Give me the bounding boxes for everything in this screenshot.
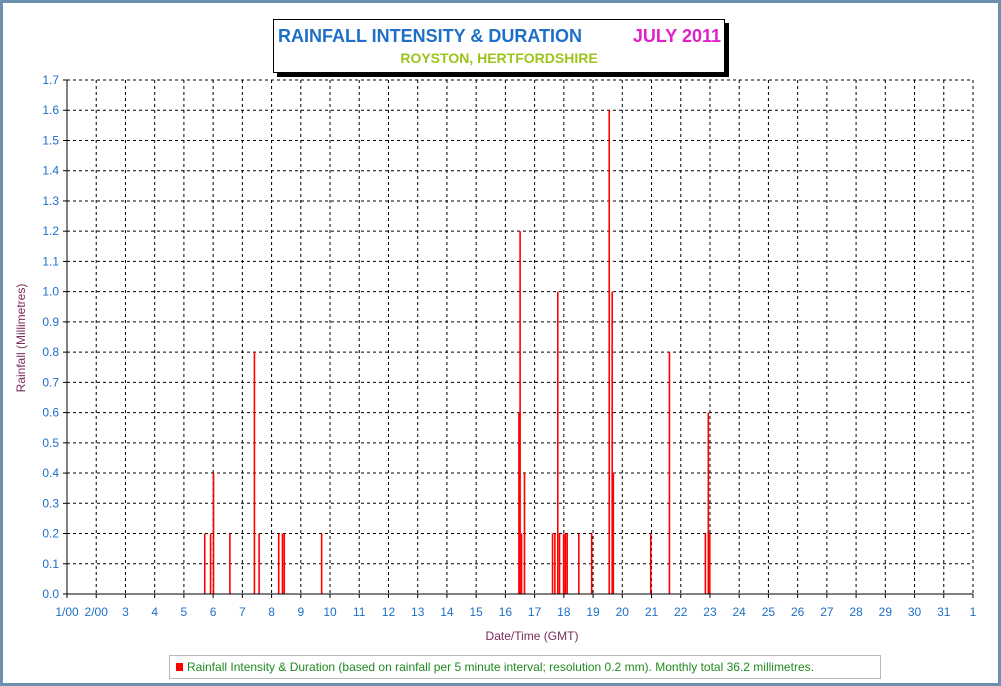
legend-swatch (176, 663, 183, 671)
rainfall-bar (707, 412, 710, 594)
y-tick-label: 1.3 (42, 194, 59, 208)
rainfall-bar (590, 533, 593, 594)
rainfall-bar (209, 533, 212, 594)
chart-title-box: RAINFALL INTENSITY & DURATION JULY 2011 … (273, 19, 725, 73)
y-axis-label: Rainfall (Millimetres) (14, 283, 28, 393)
y-tick-label: 1.5 (42, 133, 59, 147)
x-tick-label: 1/00 (55, 605, 79, 619)
x-tick-labels: 1/00 2/00 3 4 5 6 7 8 9 10 11 12 13 14 15 16 17 18 19 20 21 2… (55, 605, 976, 619)
x-tick-label: 23 (703, 605, 717, 619)
x-tick-label: 25 (762, 605, 776, 619)
rainfall-bar (558, 533, 561, 594)
rainfall-bar (668, 352, 671, 594)
x-tick-label: 2/00 (85, 605, 109, 619)
x-tick-label: 5 (181, 605, 188, 619)
x-tick-label: 11 (353, 605, 366, 619)
x-tick-label: 30 (908, 605, 922, 619)
axes (63, 79, 974, 598)
rainfall-bar (203, 533, 206, 594)
y-tick-label: 0.4 (42, 466, 59, 480)
rainfall-bar (277, 533, 280, 594)
y-tick-label: 0.6 (42, 406, 59, 420)
rainfall-bar (704, 533, 707, 594)
rainfall-bar (708, 533, 711, 594)
rainfall-bar (551, 533, 554, 594)
chart-title: RAINFALL INTENSITY & DURATION (278, 26, 583, 46)
x-tick-label: 21 (645, 605, 659, 619)
rainfall-bar (258, 533, 260, 594)
x-tick-label: 14 (440, 605, 454, 619)
y-tick-label: 0.2 (42, 527, 59, 541)
y-tick-label: 0.9 (42, 315, 59, 329)
rainfall-bar (212, 473, 215, 594)
y-tick-label: 1.1 (42, 254, 59, 268)
x-tick-label: 29 (879, 605, 893, 619)
rainfall-bar (578, 533, 580, 594)
x-tick-label: 31 (937, 605, 951, 619)
rainfall-bar (520, 533, 523, 594)
x-tick-label: 13 (411, 605, 425, 619)
rainfall-bar (612, 473, 615, 594)
y-tick-label: 0.5 (42, 436, 59, 450)
rainfall-bars (203, 110, 711, 595)
y-tick-label: 1.4 (42, 164, 59, 178)
rainfall-bar (566, 533, 568, 594)
y-tick-label: 0.8 (42, 345, 59, 359)
x-tick-label: 15 (469, 605, 483, 619)
y-tick-label: 1.7 (42, 73, 59, 87)
rainfall-bar (283, 533, 286, 594)
x-tick-label: 8 (268, 605, 275, 619)
x-tick-label: 27 (820, 605, 834, 619)
rainfall-bar (564, 533, 567, 594)
chart-subtitle: ROYSTON, HERTFORDSHIRE (400, 50, 598, 66)
rainfall-bar (320, 533, 323, 594)
legend: Rainfall Intensity & Duration (based on … (169, 655, 881, 679)
x-tick-label: 16 (499, 605, 513, 619)
y-tick-label: 1.0 (42, 285, 59, 299)
rainfall-bar (611, 291, 613, 594)
x-tick-label: 6 (210, 605, 217, 619)
rainfall-bar (523, 473, 526, 594)
x-tick-label: 10 (323, 605, 337, 619)
y-tick-label: 0.0 (42, 587, 59, 601)
x-tick-label: 17 (528, 605, 542, 619)
rainfall-bar (556, 291, 559, 594)
rainfall-bar (554, 533, 556, 594)
x-tick-label: 7 (239, 605, 246, 619)
rainfall-bar (518, 412, 520, 594)
y-tick-label: 1.6 (42, 103, 59, 117)
x-tick-label: 22 (674, 605, 688, 619)
rainfall-bar (281, 533, 284, 594)
x-tick-label: 28 (849, 605, 863, 619)
x-tick-label: 12 (382, 605, 396, 619)
y-tick-labels: 0.0 0.1 0.2 0.3 0.4 0.5 0.6 0.7 0.8 0.9 1.0 1.1 1.2 1… (42, 73, 59, 601)
legend-entry: Rainfall Intensity & Duration (based on … (187, 660, 814, 674)
x-tick-label: 3 (122, 605, 129, 619)
y-tick-label: 0.3 (42, 496, 59, 510)
rainfall-bar (649, 533, 652, 594)
rainfall-bar (253, 352, 256, 594)
y-tick-label: 0.7 (42, 375, 59, 389)
rainfall-bar (519, 231, 521, 595)
x-tick-label: 24 (733, 605, 747, 619)
x-tick-label: 18 (557, 605, 571, 619)
x-tick-label: 19 (586, 605, 600, 619)
y-tick-label: 1.2 (42, 224, 59, 238)
rainfall-bar (608, 110, 611, 594)
x-tick-label: 26 (791, 605, 805, 619)
x-tick-label: 20 (616, 605, 630, 619)
x-tick-label: 4 (151, 605, 158, 619)
y-tick-label: 0.1 (42, 557, 59, 571)
x-axis-label: Date/Time (GMT) (485, 629, 579, 643)
chart-title-month: JULY 2011 (632, 26, 721, 46)
rainfall-bar (562, 533, 565, 594)
x-tick-label: 1 (970, 605, 977, 619)
x-tick-label: 9 (297, 605, 304, 619)
rainfall-bar (229, 533, 231, 594)
